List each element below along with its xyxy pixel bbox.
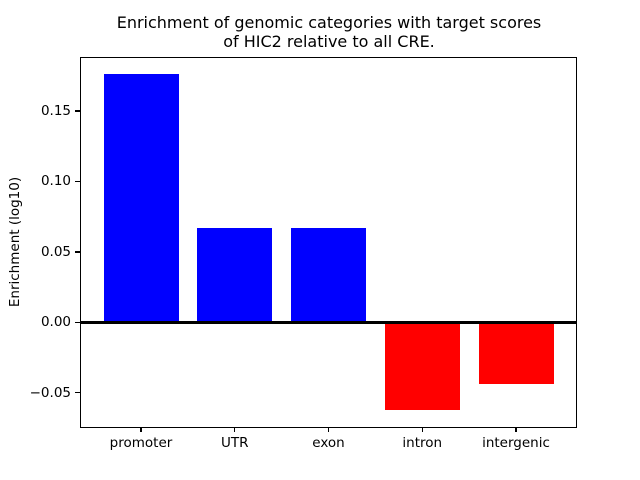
bar-promoter [103, 74, 179, 323]
chart-title: Enrichment of genomic categories with ta… [116, 13, 542, 52]
bar-exon [291, 227, 366, 323]
bar-UTR [197, 227, 273, 323]
x-tick-label-exon: exon [312, 435, 345, 451]
zero-line [81, 320, 576, 324]
x-tick-label-promoter: promoter [109, 435, 173, 451]
plot-area: promoter UTR exon intron intergenic 0.15 0.10 0… [30, 57, 577, 451]
y-tick-label: 0.05 [40, 243, 71, 260]
y-tick-mark [74, 110, 80, 112]
y-tick-mark [74, 251, 80, 253]
x-tick-label-UTR: UTR [220, 435, 249, 451]
x-tick-mark-exon [327, 427, 330, 432]
x-tick-mark-intergenic [515, 427, 517, 432]
y-tick-label: 0.15 [40, 102, 71, 119]
x-tick-label-intron: intron [402, 435, 443, 451]
y-tick-mark [74, 180, 80, 183]
y-tick-label: −0.05 [29, 384, 71, 401]
y-tick-label: 0.10 [40, 173, 71, 190]
y-axis-label: Enrichment (log10) [7, 176, 23, 308]
bar-intergenic [478, 322, 554, 385]
y-tick-label: 0.00 [40, 314, 71, 331]
x-tick-label-intergenic: intergenic [482, 435, 550, 451]
x-tick-mark-UTR [234, 427, 236, 432]
y-tick-mark [74, 392, 80, 394]
x-tick-mark-intron [421, 427, 423, 432]
y-tick-mark [74, 321, 80, 323]
bar-intron [384, 322, 460, 410]
x-tick-mark-promoter [140, 427, 142, 432]
